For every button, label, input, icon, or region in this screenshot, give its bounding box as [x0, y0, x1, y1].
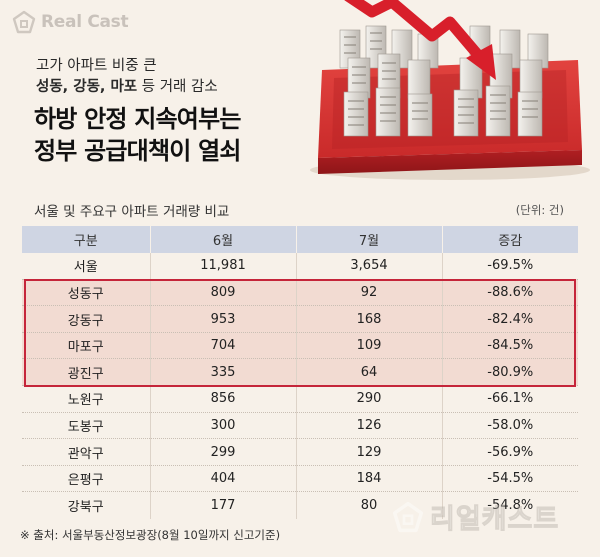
watermark-logo-icon — [392, 501, 424, 532]
cell-june: 809 — [149, 278, 296, 306]
source-note: ※ 출처: 서울부동산정보광장(8월 10일까지 신고기준) — [20, 528, 281, 542]
cell-district: 관악구 — [22, 438, 150, 466]
cell-july: 92 — [295, 278, 442, 306]
cell-change: -88.6% — [441, 278, 578, 306]
table-row: 도봉구 300 126 -58.0% — [22, 411, 578, 439]
page-title: 하방 안정 지속여부는 정부 공급대책이 열쇠 — [34, 103, 241, 167]
transaction-comparison-table: 구분 6월 7월 증감 서울 11,981 3,654 -69.5% 성동구 809 92-… — [22, 226, 578, 519]
cell-june: 404 — [149, 464, 296, 492]
falling-market-illustration — [310, 0, 590, 180]
cell-june: 299 — [149, 438, 296, 466]
cell-district: 마포구 — [22, 331, 150, 359]
cell-july: 168 — [295, 305, 442, 333]
cell-district: 노원구 — [22, 385, 150, 413]
cell-district: 서울 — [73, 260, 98, 276]
table-row: 마포구 704 109 -84.5% — [22, 331, 578, 359]
cell-change: -58.0% — [441, 411, 578, 439]
cell-june: 953 — [149, 305, 296, 333]
watermark-text: 리얼캐스트 — [429, 504, 560, 536]
table-row: 강동구 953 168 -82.4% — [22, 305, 578, 333]
realcast-logo-icon — [12, 10, 36, 34]
table-header-strip: 서울 및 주요구 아파트 거래량 비교 (단위: 건) — [22, 191, 578, 226]
cell-district: 광진구 — [22, 358, 150, 386]
cell-july: 64 — [295, 358, 442, 386]
cell-district: 성동구 — [22, 278, 150, 306]
table-body: 서울 11,981 3,654 -69.5% 성동구 809 92 -88.6% 강동구 953 1… — [22, 252, 578, 519]
cell-july: 290 — [295, 385, 442, 413]
title-line-2: 정부 공급대책이 열쇠 — [34, 137, 241, 165]
apartment-buildings — [339, 25, 549, 137]
cell-change: -69.5% — [441, 252, 578, 280]
table-row: 강북구 177 80 -54.8% — [22, 491, 578, 519]
table-row: 성동구 809 92 -88.6% — [22, 278, 578, 306]
cell-change: -54.8% — [441, 491, 578, 519]
logo-text: Real Cast — [41, 12, 129, 32]
table-header-row: 구분 6월 7월 증감 — [22, 226, 578, 253]
column-header-district: 구분 — [22, 226, 150, 253]
falling-arrow-icon — [344, 0, 496, 80]
cell-change: -66.1% — [441, 385, 578, 413]
cell-district: 강동구 — [22, 305, 150, 333]
cell-district: 강북구 — [22, 491, 150, 519]
title-line-1: 하방 안정 지속여부는 — [34, 105, 241, 133]
subtitle-rest: 등 거래 감소 — [137, 79, 218, 95]
column-header-change: 증감 — [441, 226, 578, 253]
cell-june: 300 — [149, 411, 296, 439]
cell-june: 11,981 — [149, 252, 296, 280]
cell-change: -56.9% — [441, 438, 578, 466]
table-title: 서울 및 주요구 아파트 거래량 비교 — [34, 204, 230, 220]
table-row: 서울 11,981 3,654 -69.5% — [22, 252, 578, 280]
cell-change: -84.5% — [441, 331, 578, 359]
cell-july: 109 — [295, 331, 442, 359]
subtitle-line-1: 고가 아파트 비중 큰 — [36, 58, 157, 74]
cell-june: 335 — [149, 358, 296, 386]
cell-change: -82.4% — [441, 305, 578, 333]
table-row: 광진구 335 64 -80.9% — [22, 358, 578, 386]
table-row: 은평구 404 184 -54.5% — [22, 464, 578, 492]
column-header-june: 6월 — [149, 226, 296, 253]
brand-logo: Real Cast — [12, 10, 129, 34]
table-row: 관악구 299 129 -56.9% — [22, 438, 578, 466]
cell-change: -80.9% — [441, 358, 578, 386]
column-header-july: 7월 — [295, 226, 442, 253]
watermark: 리얼캐스트 — [392, 497, 559, 536]
subtitle-emphasis: 성동, 강동, 마포 — [36, 79, 138, 95]
cell-district: 은평구 — [22, 464, 150, 492]
cell-june: 704 — [149, 331, 296, 359]
cell-district: 도봉구 — [22, 411, 150, 439]
cell-june: 177 — [149, 491, 296, 519]
cell-july: 184 — [295, 464, 442, 492]
table-unit: (단위: 건) — [515, 203, 564, 217]
cell-june: 856 — [149, 385, 296, 413]
subtitle-line-2: 성동, 강동, 마포 등 거래 감소 — [36, 77, 218, 98]
table-row: 노원구 856 290 -66.1% — [22, 385, 578, 413]
cell-july: 129 — [295, 438, 442, 466]
subtitle: 고가 아파트 비중 큰 성동, 강동, 마포 등 거래 감소 — [36, 56, 218, 98]
cell-july: 3,654 — [295, 252, 442, 280]
cell-change: -54.5% — [441, 464, 578, 492]
cell-july: 80 — [295, 491, 442, 519]
cell-july: 126 — [295, 411, 442, 439]
